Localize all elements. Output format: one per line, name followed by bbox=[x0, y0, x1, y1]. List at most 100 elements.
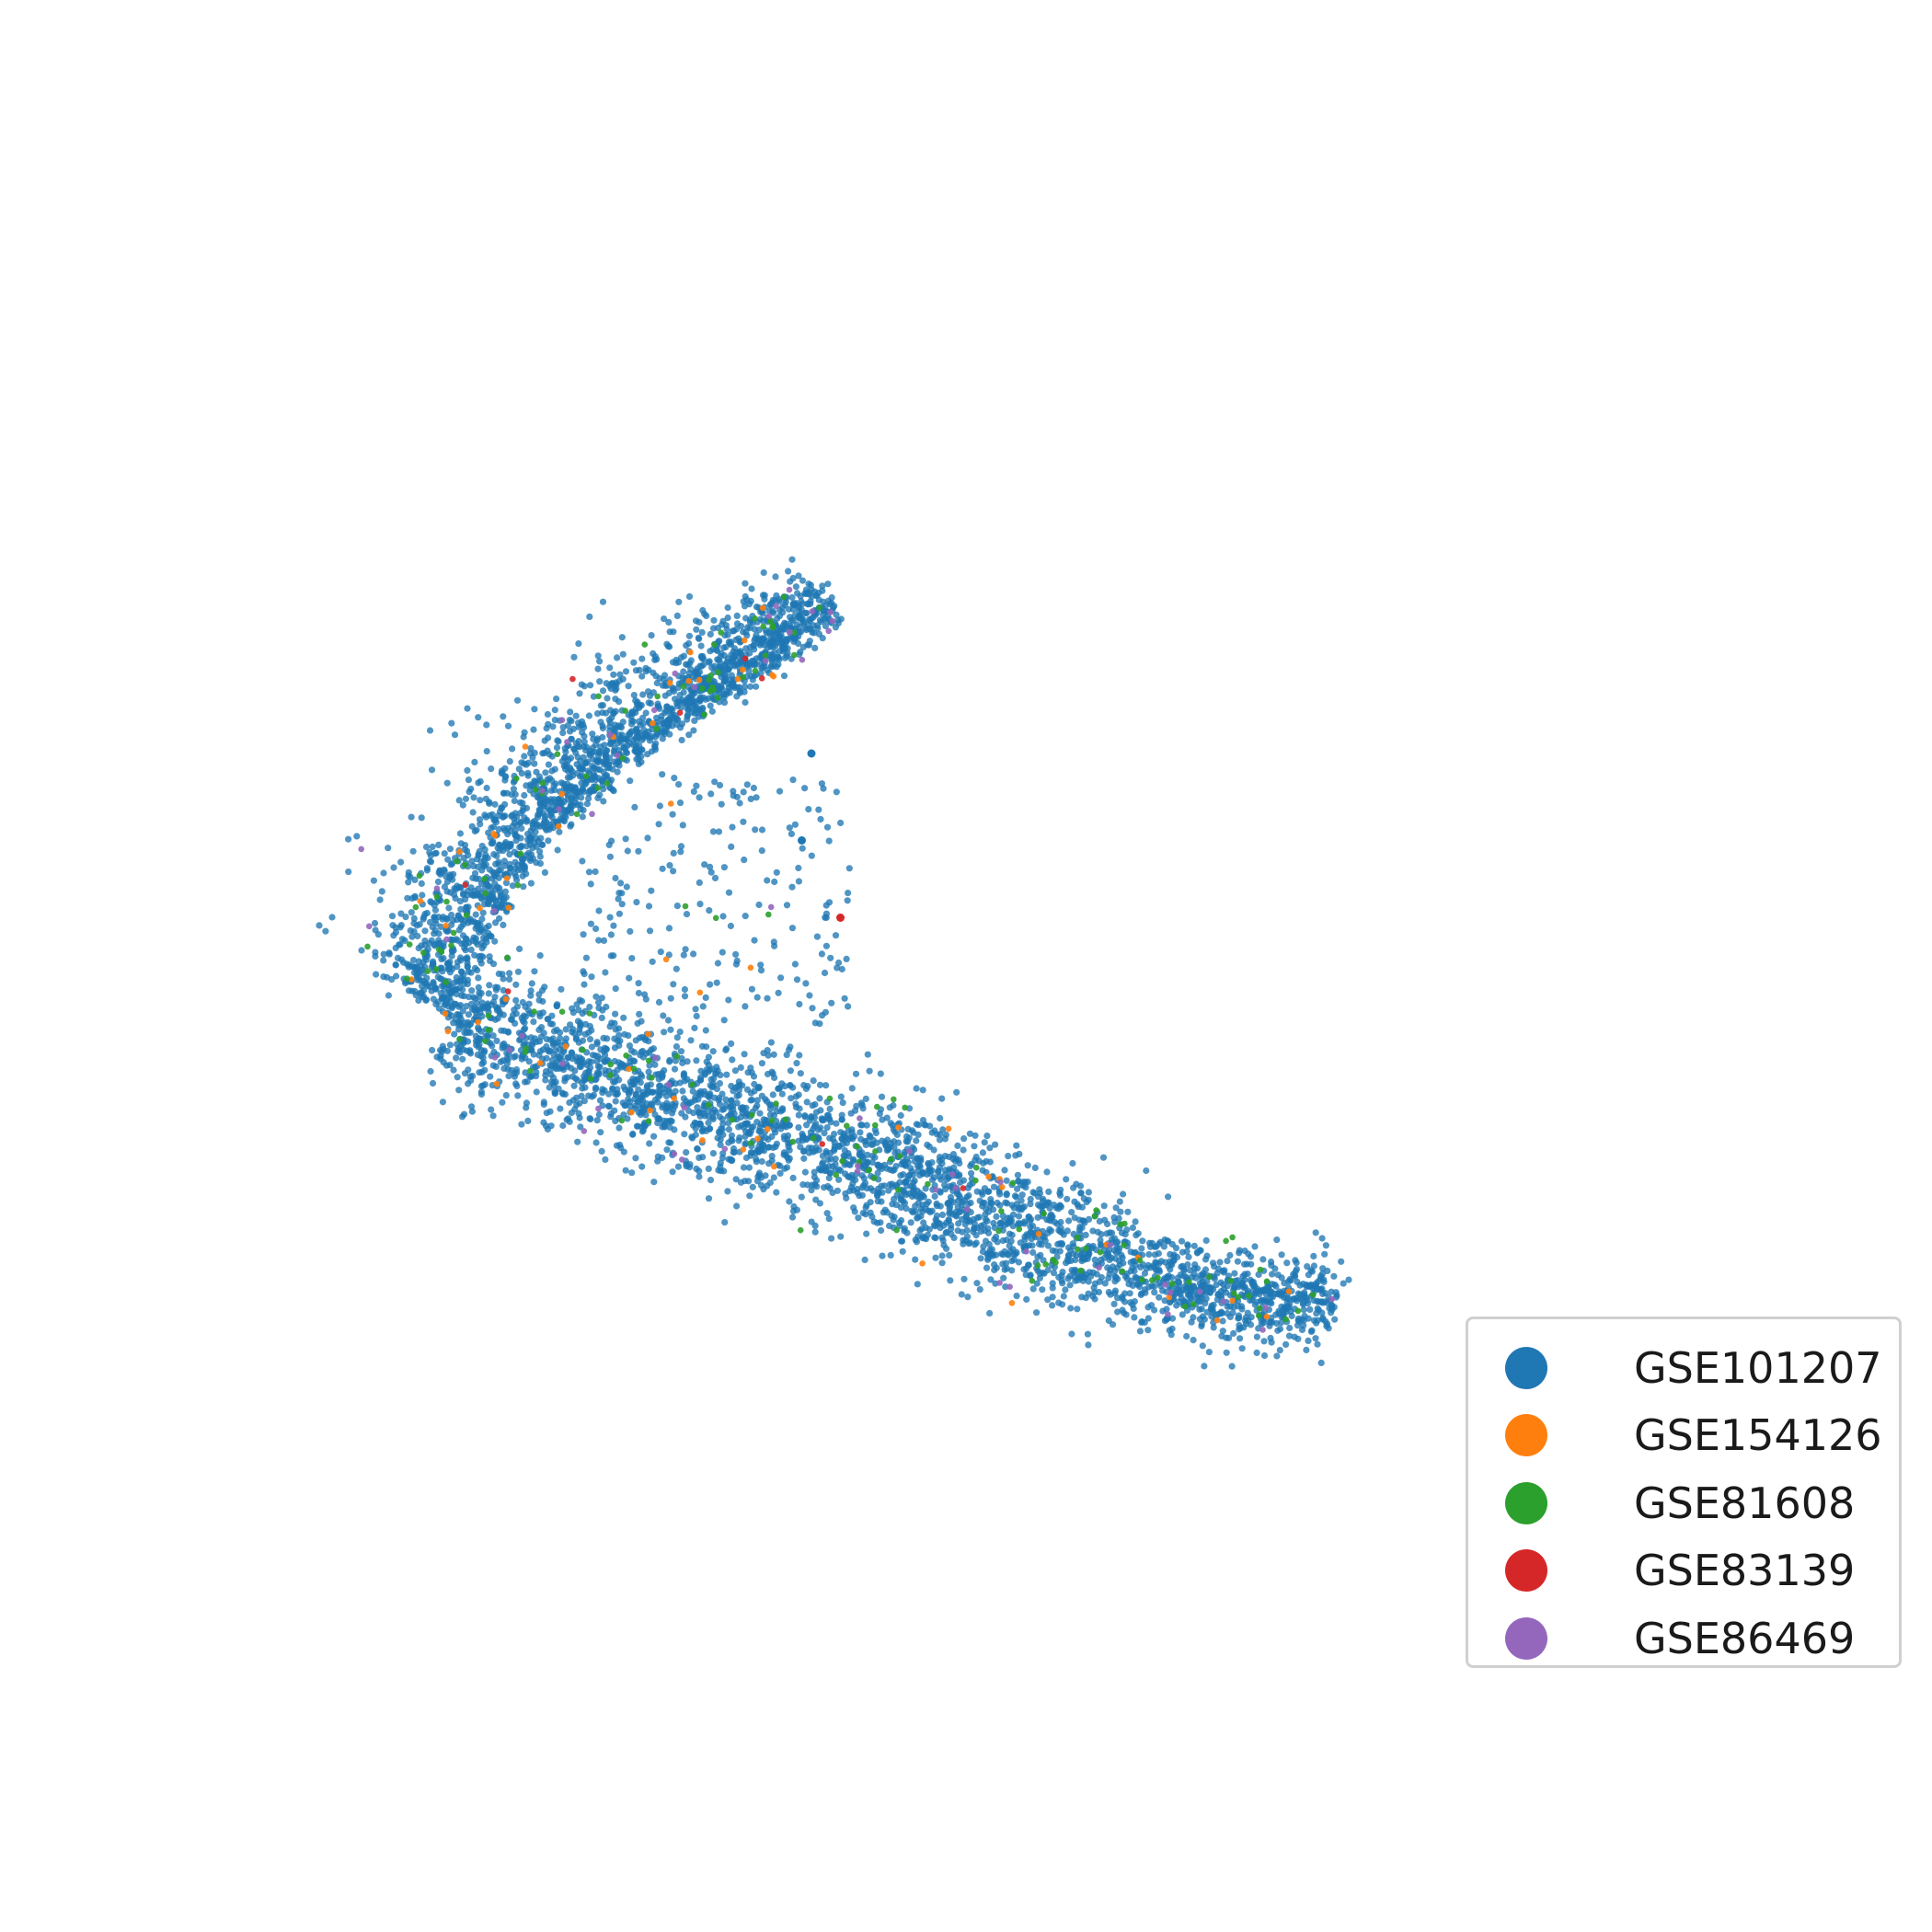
data-point bbox=[850, 1156, 857, 1163]
data-point bbox=[1330, 1272, 1338, 1280]
data-point bbox=[446, 959, 454, 966]
data-point bbox=[835, 959, 843, 967]
data-point bbox=[1029, 1189, 1037, 1196]
data-point bbox=[729, 1056, 736, 1064]
data-point bbox=[558, 985, 565, 993]
data-point bbox=[801, 785, 809, 792]
data-point bbox=[747, 643, 754, 651]
data-point bbox=[941, 1153, 949, 1160]
data-point bbox=[592, 776, 600, 784]
data-point bbox=[758, 1092, 765, 1099]
data-point bbox=[772, 573, 779, 581]
data-point bbox=[696, 1167, 703, 1175]
data-point bbox=[852, 1070, 860, 1077]
data-point bbox=[839, 1099, 846, 1107]
data-point bbox=[721, 661, 729, 669]
data-point bbox=[1236, 1322, 1243, 1329]
data-point bbox=[710, 616, 718, 624]
data-point bbox=[1034, 1253, 1041, 1260]
data-point bbox=[967, 1162, 974, 1169]
data-point bbox=[775, 989, 782, 996]
data-point bbox=[1145, 1283, 1153, 1291]
data-point bbox=[808, 1187, 815, 1194]
data-point bbox=[1060, 1293, 1067, 1300]
data-point bbox=[1303, 1346, 1310, 1353]
data-point bbox=[1133, 1232, 1140, 1239]
data-point bbox=[1211, 1273, 1218, 1281]
data-point bbox=[450, 870, 457, 878]
data-point bbox=[452, 894, 459, 903]
data-point bbox=[741, 1051, 748, 1058]
data-point bbox=[509, 745, 516, 753]
data-point bbox=[1284, 1304, 1292, 1311]
data-point bbox=[661, 615, 668, 623]
data-point bbox=[1120, 1259, 1127, 1267]
data-point bbox=[635, 980, 642, 987]
data-point bbox=[1290, 1271, 1297, 1278]
data-point bbox=[1190, 1314, 1197, 1321]
data-point bbox=[719, 1126, 726, 1133]
data-point bbox=[453, 886, 460, 893]
data-point bbox=[789, 600, 798, 607]
data-point bbox=[740, 788, 747, 796]
data-point bbox=[793, 1060, 800, 1067]
data-point bbox=[662, 727, 670, 734]
data-point bbox=[1027, 1201, 1034, 1208]
data-point bbox=[928, 1167, 936, 1174]
data-point bbox=[681, 1131, 688, 1138]
data-point bbox=[633, 1075, 640, 1083]
data-point bbox=[588, 973, 595, 981]
data-point bbox=[808, 1218, 815, 1225]
data-point bbox=[589, 744, 597, 752]
data-point bbox=[623, 883, 630, 891]
data-point bbox=[612, 1026, 619, 1033]
data-point bbox=[486, 811, 494, 820]
data-point bbox=[964, 1294, 972, 1301]
data-point bbox=[598, 995, 605, 1002]
data-point bbox=[953, 1088, 960, 1096]
data-point bbox=[1291, 1333, 1298, 1340]
data-point bbox=[901, 1179, 909, 1186]
data-point bbox=[1230, 1304, 1237, 1311]
data-point bbox=[641, 1106, 649, 1113]
data-point bbox=[671, 775, 678, 782]
data-point bbox=[491, 937, 499, 945]
data-point bbox=[736, 799, 743, 807]
data-point bbox=[446, 845, 454, 853]
data-point bbox=[1063, 1176, 1070, 1183]
data-point bbox=[518, 1055, 525, 1063]
data-point bbox=[530, 1018, 537, 1026]
data-point bbox=[1293, 1259, 1300, 1267]
data-point bbox=[578, 1079, 586, 1087]
data-point bbox=[1029, 1248, 1037, 1256]
data-point bbox=[506, 975, 513, 983]
data-point bbox=[780, 673, 788, 680]
data-point bbox=[631, 803, 638, 811]
data-point bbox=[511, 1070, 518, 1077]
data-point bbox=[757, 967, 765, 974]
data-point bbox=[595, 1005, 603, 1012]
data-point bbox=[1155, 1249, 1162, 1258]
data-point bbox=[728, 1040, 735, 1047]
data-point bbox=[677, 848, 684, 856]
data-point bbox=[385, 845, 392, 852]
data-point bbox=[1033, 1309, 1041, 1317]
data-point bbox=[593, 710, 602, 718]
data-point bbox=[616, 723, 625, 730]
data-point bbox=[908, 1192, 916, 1201]
data-point bbox=[1210, 1324, 1217, 1331]
data-point bbox=[466, 1047, 474, 1054]
data-point bbox=[675, 598, 683, 605]
data-point bbox=[947, 1209, 954, 1216]
data-point bbox=[828, 1235, 835, 1242]
data-point bbox=[693, 626, 700, 633]
data-point bbox=[513, 696, 522, 704]
data-point bbox=[1008, 1231, 1016, 1239]
data-point bbox=[717, 652, 725, 661]
data-point bbox=[673, 702, 682, 710]
data-point bbox=[648, 887, 655, 894]
data-point bbox=[587, 880, 594, 888]
data-point bbox=[917, 1205, 926, 1213]
data-point bbox=[1093, 1271, 1100, 1278]
data-point bbox=[826, 1169, 834, 1177]
